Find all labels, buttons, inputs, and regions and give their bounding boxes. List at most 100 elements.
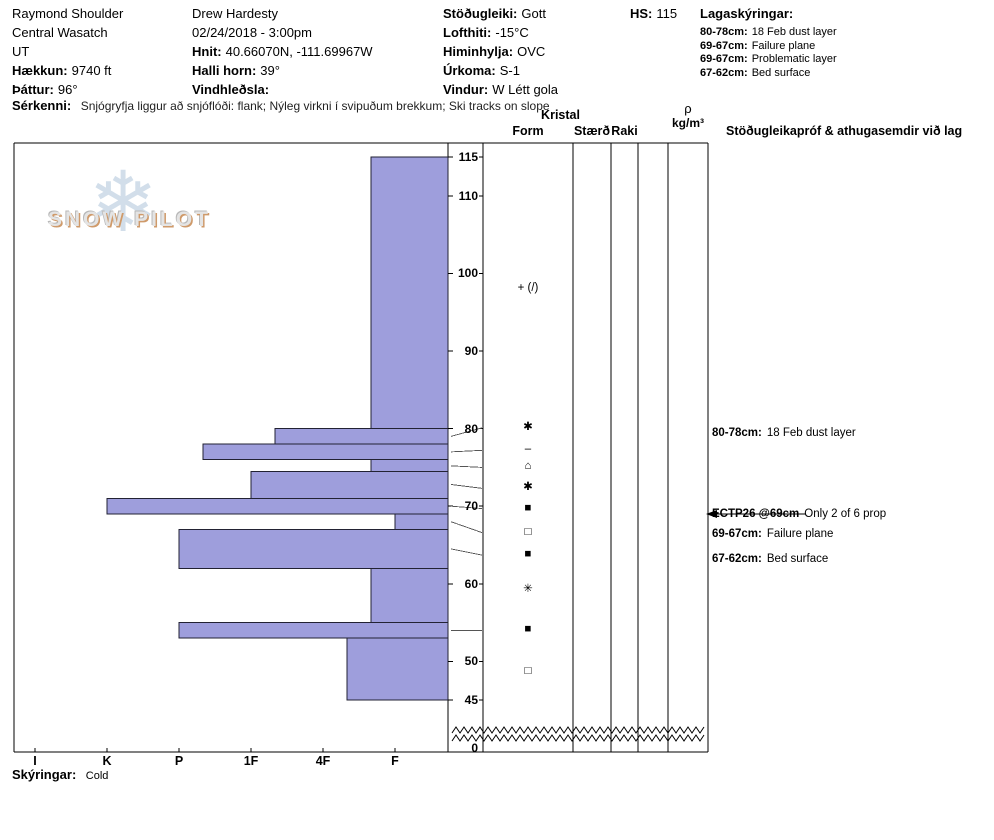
- layer-note-text: Bed surface: [751, 66, 811, 79]
- stability-label: Stöðugleiki:: [443, 6, 518, 21]
- stability-comments-header: Stöðugleikapróf & athugasemdir við lag: [726, 124, 963, 138]
- grain-form-symbol: □: [524, 525, 532, 538]
- annotation-text: Bed surface: [766, 552, 829, 565]
- observation-datetime: 02/24/2018 - 3:00pm: [192, 25, 312, 40]
- stability-rating: Stöðugleiki: Gott: [443, 4, 558, 23]
- grain-leader-line: [450, 548, 483, 556]
- sky-cover-label: Himinhylja:: [443, 44, 514, 59]
- layer-bar-115-80: [370, 156, 449, 430]
- layer-note-text: 18 Feb dust layer: [751, 26, 837, 38]
- grain-form-symbol: ■: [524, 548, 532, 561]
- grain-form-symbol: ✱: [523, 481, 533, 494]
- layer-annotation: 67-62cm: Bed surface: [712, 551, 828, 567]
- depth-label-ground: 0: [471, 741, 478, 755]
- legend-value: Cold: [85, 770, 109, 782]
- annotation-range: 67-62cm:: [712, 552, 762, 565]
- layer-bar-62-55: [370, 567, 449, 624]
- layer-note-text: Problematic layer: [751, 53, 837, 65]
- moisture-column-header: Raki: [611, 124, 638, 138]
- layer-note-item: 69-67cm: Problematic layer: [700, 53, 837, 67]
- watermark-text: SNOW PILOT: [48, 208, 211, 231]
- special-features-value: Snjógryfja liggur að snjóflóði: flank; N…: [80, 99, 550, 113]
- layer-bar-78-76: [202, 443, 449, 461]
- conditions-column: Stöðugleiki: Gott Lofthiti: -15°C Himinhyl…: [443, 4, 558, 99]
- elevation-value: 9740 ft: [71, 63, 112, 78]
- depth-break-zigzag: [451, 734, 705, 742]
- grain-leader-line: [450, 449, 483, 453]
- layer-bar-55-53: [178, 622, 449, 639]
- observer-name: Drew Hardesty: [192, 6, 278, 21]
- observer-info-column: Drew Hardesty 02/24/2018 - 3:00pm Hnit: 4…: [192, 4, 373, 99]
- form-column-header: Form: [512, 124, 544, 138]
- annotation-range: ECTP26 @69cm: [712, 507, 800, 520]
- size-column-header: Stærð: [573, 124, 611, 138]
- layer-note-item: 80-78cm: 18 Feb dust layer: [700, 26, 837, 40]
- slope-angle-value: 39°: [260, 63, 280, 78]
- pit-name: Raymond Shoulder: [12, 6, 124, 21]
- grain-leader-line: [450, 427, 483, 437]
- aspect-value: 96°: [57, 82, 78, 97]
- annotation-range: 69-67cm:: [712, 528, 762, 541]
- grain-form-symbol: ✱: [523, 420, 533, 433]
- layer-note-range: 69-67cm:: [700, 39, 748, 52]
- density-symbol-header: ρ: [684, 101, 692, 116]
- depth-label: 90: [464, 344, 478, 358]
- pit-info-column: Raymond Shoulder Central Wasatch UT Hækk…: [12, 4, 123, 99]
- ect-arrow-head-icon: [706, 509, 717, 518]
- pit-elevation: Hækkun: 9740 ft: [12, 61, 123, 80]
- annotation-range: 80-78cm:: [712, 427, 762, 440]
- depth-label: 45: [464, 693, 478, 708]
- annotation-text: 18 Feb dust layer: [766, 427, 856, 440]
- snow-height: HS: 115: [630, 4, 677, 23]
- layer-note-item: 69-67cm: Failure plane: [700, 40, 837, 54]
- hardness-label-1F: 1F: [243, 754, 259, 768]
- wind: Vindur: W Létt gola: [443, 80, 558, 99]
- grain-form-symbol: ■: [524, 623, 532, 636]
- air-temp-value: -15°C: [495, 25, 529, 40]
- layer-note-item: 67-62cm: Bed surface: [700, 67, 837, 81]
- grain-form-symbol: □: [524, 665, 532, 678]
- legend-line: Skýringar: Cold: [12, 766, 108, 784]
- special-features-label: Sérkenni:: [12, 98, 72, 113]
- grain-form-symbol: ⌂: [524, 460, 532, 473]
- elevation-label: Hækkun:: [12, 63, 68, 78]
- coordinates-label: Hnit:: [192, 44, 222, 59]
- precipitation: Úrkoma: S-1: [443, 61, 558, 80]
- precipitation-label: Úrkoma:: [443, 63, 496, 78]
- wind-value: W Létt gola: [492, 82, 559, 97]
- pit-aspect: Þáttur: 96°: [12, 80, 123, 99]
- stability-value: Gott: [521, 6, 546, 21]
- depth-label: 50: [464, 654, 478, 669]
- special-features: Sérkenni: Snjógryfja liggur að snjóflóði…: [12, 97, 550, 115]
- annotation-text: Only 2 of 6 prop: [804, 507, 887, 520]
- aspect-label: Þáttur:: [12, 82, 54, 97]
- hardness-label-I: I: [33, 754, 37, 768]
- coordinates-value: 40.66070N, -111.69967W: [225, 44, 373, 59]
- layer-notes-list: 80-78cm: 18 Feb dust layer 69-67cm: Failure…: [700, 26, 837, 80]
- pit-range: Central Wasatch: [12, 25, 108, 40]
- annotation-text: Failure plane: [766, 528, 834, 541]
- grain-leader-line: [450, 521, 483, 534]
- depth-label: 115: [458, 150, 478, 164]
- depth-break-zigzag: [451, 726, 705, 734]
- slope-angle-label: Halli horn:: [192, 63, 257, 78]
- layer-note-text: Failure plane: [751, 39, 816, 52]
- grain-leader-line: [450, 484, 483, 489]
- snowflake-icon: ❄: [88, 155, 159, 249]
- air-temp: Lofthiti: -15°C: [443, 23, 558, 42]
- depth-label: 100: [457, 266, 478, 281]
- snowpilot-watermark: ❄ SNOW PILOT: [40, 160, 270, 270]
- sky-cover-value: OVC: [517, 44, 546, 59]
- layer-notes-title: Lagaskýringar:: [700, 6, 794, 21]
- hardness-label-4F: 4F: [315, 754, 331, 768]
- depth-label: 110: [458, 188, 478, 203]
- depth-label: 60: [464, 576, 478, 591]
- layer-note-range: 69-67cm:: [700, 53, 748, 65]
- snow-height-label: HS:: [630, 6, 653, 21]
- air-temp-label: Lofthiti:: [443, 25, 492, 40]
- grain-form-symbol: –: [524, 443, 532, 456]
- layer-annotation: 69-67cm: Failure plane: [712, 526, 833, 542]
- depth-label: 80: [464, 421, 478, 436]
